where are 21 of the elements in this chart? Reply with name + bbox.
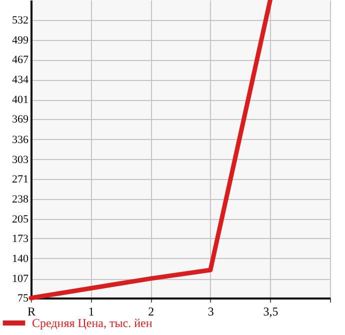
y-tick-label: 499 bbox=[12, 34, 29, 47]
y-tick-label: 173 bbox=[12, 232, 29, 245]
y-tick-label: 205 bbox=[12, 213, 29, 226]
y-tick-label: 401 bbox=[12, 94, 28, 106]
y-tick-label: 434 bbox=[12, 74, 29, 86]
x-tick-label: R bbox=[27, 304, 36, 318]
x-tick-label: 3,5 bbox=[263, 304, 278, 318]
y-tick-label: 467 bbox=[12, 54, 29, 66]
y-tick-label: 75 bbox=[18, 292, 29, 304]
y-tick-label: 303 bbox=[12, 154, 29, 166]
y-tick-label: 238 bbox=[12, 193, 29, 206]
y-tick-label: 336 bbox=[12, 134, 29, 146]
y-tick-label: 369 bbox=[12, 114, 29, 126]
x-tick-label: 2 bbox=[148, 304, 154, 318]
y-tick-label: 107 bbox=[12, 273, 29, 286]
y-tick-label: 140 bbox=[12, 252, 29, 265]
y-tick-label: 532 bbox=[12, 14, 28, 27]
legend-label: Средняя Цена, тыс. йен bbox=[32, 316, 153, 330]
x-tick-label: 1 bbox=[88, 304, 94, 318]
y-tick-label: 271 bbox=[12, 173, 28, 186]
x-tick-label: 3 bbox=[208, 304, 214, 318]
